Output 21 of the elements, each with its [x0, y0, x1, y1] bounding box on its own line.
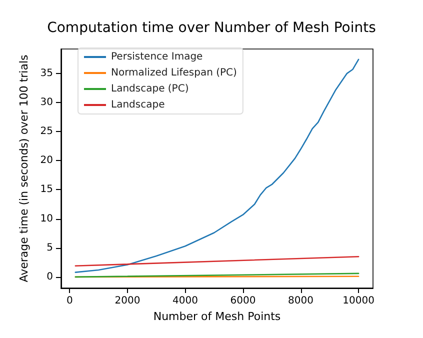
y-tick-label: 15 [40, 184, 53, 196]
x-tick-label: 4000 [172, 296, 198, 306]
x-tick-label: 8000 [288, 296, 314, 306]
chart-title: Computation time over Number of Mesh Points [47, 20, 376, 36]
y-tick-label: 10 [40, 213, 53, 224]
y-tick-label: 0 [46, 271, 53, 282]
x-tick-label: 10000 [342, 296, 374, 306]
y-tick-label: 20 [40, 155, 53, 166]
x-tick-label: 2000 [114, 296, 140, 306]
y-tick-label: 35 [40, 68, 53, 79]
y-tick-label: 30 [40, 97, 53, 108]
legend-label: Persistence Image [111, 52, 203, 62]
x-axis-title: Number of Mesh Points [153, 310, 281, 323]
legend-label: Normalized Lifespan (PC) [111, 68, 238, 78]
y-tick-label: 25 [40, 126, 53, 138]
x-tick-label: 6000 [230, 296, 256, 306]
y-axis-title: Average time (in seconds) over 100 trials [17, 54, 30, 282]
y-tick-label: 5 [46, 242, 53, 254]
legend-label: Landscape (PC) [111, 84, 189, 94]
x-tick-label: 0 [66, 296, 73, 306]
legend-label: Landscape [111, 100, 165, 110]
